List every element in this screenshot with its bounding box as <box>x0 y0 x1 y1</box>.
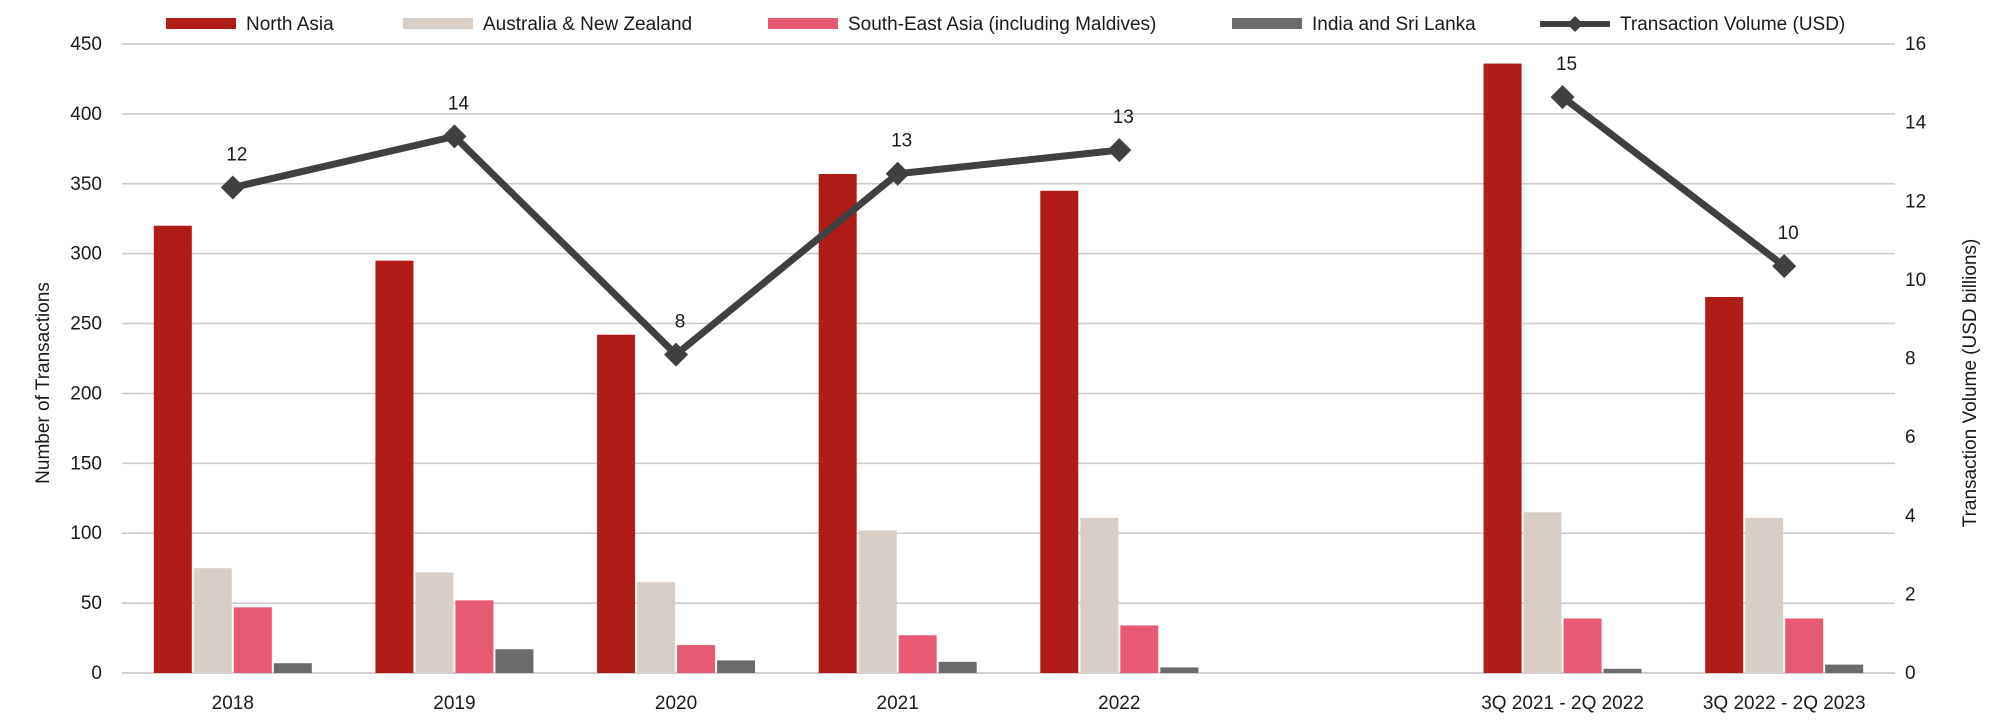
bar <box>1745 517 1784 673</box>
bar <box>1705 296 1744 673</box>
bar <box>717 660 756 673</box>
line-segment <box>450 132 680 359</box>
bar <box>233 607 272 673</box>
line-marker <box>1550 85 1575 110</box>
y-tick-label-left: 200 <box>70 383 102 404</box>
legend-swatch <box>1232 18 1302 29</box>
bar <box>495 649 534 673</box>
line-segment <box>229 132 458 191</box>
y-tick-label-left: 450 <box>70 34 102 55</box>
bars <box>153 63 1864 673</box>
line-data-label: 12 <box>226 144 247 165</box>
y-tick-label-left: 250 <box>70 314 102 335</box>
line-marker <box>442 124 467 149</box>
legend-swatch <box>166 18 236 29</box>
bar <box>455 600 494 673</box>
bar <box>193 568 232 673</box>
line-series: 12 14 8 13 13 15 10 <box>220 54 1799 367</box>
line-marker <box>220 175 245 200</box>
line-data-label: 13 <box>1113 107 1134 128</box>
line-data-label: 8 <box>675 312 686 333</box>
line-segment <box>894 146 1123 178</box>
line-data-label: 15 <box>1556 54 1577 75</box>
y-tick-label-left: 350 <box>70 174 102 195</box>
bar <box>1563 618 1602 673</box>
x-tick-label: 3Q 2021 - 2Q 2022 <box>1481 693 1644 714</box>
line-marker <box>1772 254 1797 279</box>
y-tick-label-right: 14 <box>1905 113 1927 134</box>
bar <box>938 661 977 673</box>
legend-swatch <box>403 18 473 29</box>
line-marker <box>664 342 689 367</box>
bar <box>1603 668 1642 673</box>
y-tick-label-right: 10 <box>1905 270 1926 291</box>
x-tick-label: 2018 <box>212 693 254 714</box>
bar <box>1080 517 1119 673</box>
line-segment <box>672 170 902 359</box>
bar <box>597 334 636 673</box>
line-segment <box>1559 93 1788 270</box>
bar <box>415 572 454 673</box>
legend-swatch-marker <box>1567 16 1583 32</box>
bar <box>273 663 312 673</box>
y-tick-label-right: 0 <box>1905 663 1916 684</box>
y-tick-label-left: 150 <box>70 453 102 474</box>
axes: Number of Transactions Transaction Volum… <box>33 34 1981 714</box>
line-data-label: 14 <box>448 93 470 114</box>
y-tick-label-left: 400 <box>70 104 102 125</box>
y-tick-label-left: 50 <box>81 593 102 614</box>
bar <box>858 530 897 673</box>
x-tick-label: 2022 <box>1098 693 1140 714</box>
bar <box>1160 667 1199 673</box>
x-tick-label: 2019 <box>433 693 475 714</box>
y-tick-label-right: 16 <box>1905 34 1926 55</box>
bar <box>1120 625 1159 673</box>
line-marker <box>885 161 910 186</box>
y-tick-label-left: 0 <box>91 663 102 684</box>
bar <box>1825 664 1864 673</box>
x-tick-label: 3Q 2022 - 2Q 2023 <box>1703 693 1866 714</box>
legend-label: Australia & New Zealand <box>483 14 692 35</box>
bar <box>1523 512 1562 673</box>
bar <box>898 635 937 673</box>
bar <box>375 260 414 673</box>
y-tick-label-right: 8 <box>1905 349 1916 370</box>
y-tick-label-right: 2 <box>1905 584 1916 605</box>
line-data-label: 13 <box>891 131 912 152</box>
y-axis-title-right: Transaction Volume (USD billions) <box>1960 239 1981 528</box>
line-marker <box>1107 138 1132 163</box>
legend-label: South-East Asia (including Maldives) <box>848 14 1156 35</box>
legend-label: Transaction Volume (USD) <box>1620 14 1845 35</box>
x-tick-label: 2020 <box>655 693 697 714</box>
bar <box>818 173 857 673</box>
bar <box>677 645 716 673</box>
bar <box>637 582 676 673</box>
y-tick-label-right: 4 <box>1905 506 1916 527</box>
bar <box>153 225 192 673</box>
y-tick-label-right: 6 <box>1905 427 1916 448</box>
x-tick-label: 2021 <box>877 693 919 714</box>
bar <box>1040 190 1079 673</box>
legend-label: India and Sri Lanka <box>1312 14 1476 35</box>
legend-label: North Asia <box>246 14 334 35</box>
y-tick-label-left: 100 <box>70 523 102 544</box>
y-tick-label-left: 300 <box>70 244 102 265</box>
y-tick-label-right: 12 <box>1905 191 1926 212</box>
bar <box>1785 618 1824 673</box>
legend-swatch <box>768 18 838 29</box>
y-axis-title-left: Number of Transactions <box>33 282 54 484</box>
legend: North Asia Australia & New Zealand South-E… <box>166 14 1845 35</box>
bar <box>1483 63 1522 673</box>
line-data-label: 10 <box>1778 223 1799 244</box>
